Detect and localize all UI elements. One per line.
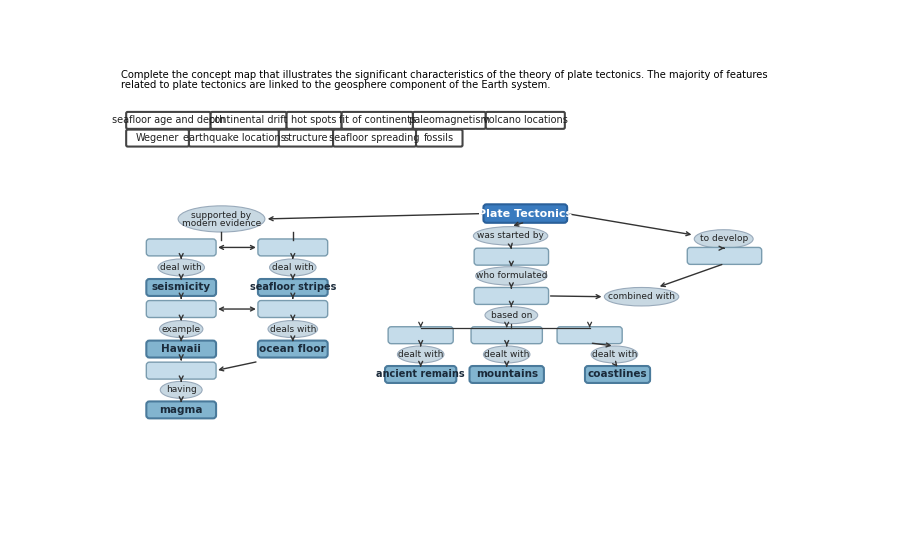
Text: having: having [165,386,196,394]
FancyBboxPatch shape [332,130,415,147]
Text: deals with: deals with [269,325,316,334]
Text: magma: magma [159,405,203,415]
Text: modern evidence: modern evidence [182,219,261,228]
Ellipse shape [591,346,637,363]
Text: volcano locations: volcano locations [482,115,567,125]
Text: fit of continents: fit of continents [339,115,415,125]
Ellipse shape [397,346,443,363]
Ellipse shape [178,206,265,232]
Text: Complete the concept map that illustrates the significant characteristics of the: Complete the concept map that illustrate… [121,70,767,80]
Text: structure: structure [284,133,328,143]
Text: dealt with: dealt with [397,350,442,359]
Text: dealt with: dealt with [591,350,637,359]
FancyBboxPatch shape [385,366,456,383]
FancyBboxPatch shape [556,327,621,343]
Ellipse shape [483,346,529,363]
Text: ancient remains: ancient remains [376,370,464,379]
Ellipse shape [267,321,317,337]
Text: related to plate tectonics are linked to the geosphere component of the Earth sy: related to plate tectonics are linked to… [121,80,550,90]
Ellipse shape [473,227,547,245]
Text: example: example [162,325,200,334]
Ellipse shape [160,381,202,398]
FancyBboxPatch shape [126,130,189,147]
FancyBboxPatch shape [146,402,216,418]
Text: supported by: supported by [191,212,251,220]
Text: who formulated: who formulated [475,271,546,280]
FancyBboxPatch shape [584,366,649,383]
FancyBboxPatch shape [686,248,761,264]
Ellipse shape [159,321,202,337]
FancyBboxPatch shape [415,130,462,147]
FancyBboxPatch shape [474,248,548,265]
FancyBboxPatch shape [257,239,327,256]
Ellipse shape [604,288,678,306]
Text: dealt with: dealt with [483,350,529,359]
Text: fossils: fossils [424,133,454,143]
FancyBboxPatch shape [257,301,327,317]
FancyBboxPatch shape [286,112,341,129]
FancyBboxPatch shape [257,341,327,357]
FancyBboxPatch shape [126,112,210,129]
Text: ocean floor: ocean floor [259,344,326,354]
Text: earthquake locations: earthquake locations [182,133,285,143]
Text: hot spots: hot spots [291,115,337,125]
Text: seafloor spreading: seafloor spreading [329,133,419,143]
Ellipse shape [485,307,537,324]
Text: deal with: deal with [272,263,313,272]
Text: deal with: deal with [160,263,202,272]
FancyBboxPatch shape [474,288,548,304]
Text: Plate Tectonics: Plate Tectonics [478,208,572,218]
Text: to develop: to develop [699,234,747,243]
FancyBboxPatch shape [341,112,413,129]
Ellipse shape [158,259,204,276]
FancyBboxPatch shape [483,204,566,223]
Text: coastlines: coastlines [587,370,647,379]
Text: seafloor stripes: seafloor stripes [249,283,336,293]
FancyBboxPatch shape [146,362,216,379]
Text: seafloor age and depth: seafloor age and depth [112,115,225,125]
Text: Hawaii: Hawaii [161,344,200,354]
FancyBboxPatch shape [146,341,216,357]
Text: continental drift: continental drift [209,115,287,125]
Text: was started by: was started by [477,232,544,240]
FancyBboxPatch shape [413,112,485,129]
FancyBboxPatch shape [470,327,542,343]
Ellipse shape [694,230,752,248]
Text: Wegener: Wegener [135,133,179,143]
FancyBboxPatch shape [146,279,216,296]
FancyBboxPatch shape [387,327,452,343]
Text: mountains: mountains [475,370,537,379]
FancyBboxPatch shape [210,112,286,129]
FancyBboxPatch shape [278,130,332,147]
FancyBboxPatch shape [189,130,278,147]
Text: combined with: combined with [608,292,675,301]
Text: paleomagnetism: paleomagnetism [408,115,489,125]
FancyBboxPatch shape [146,301,216,317]
Text: based on: based on [490,311,532,320]
FancyBboxPatch shape [146,239,216,256]
FancyBboxPatch shape [469,366,544,383]
Ellipse shape [269,259,316,276]
FancyBboxPatch shape [485,112,564,129]
Text: seismicity: seismicity [152,283,210,293]
Ellipse shape [475,266,546,285]
FancyBboxPatch shape [257,279,327,296]
